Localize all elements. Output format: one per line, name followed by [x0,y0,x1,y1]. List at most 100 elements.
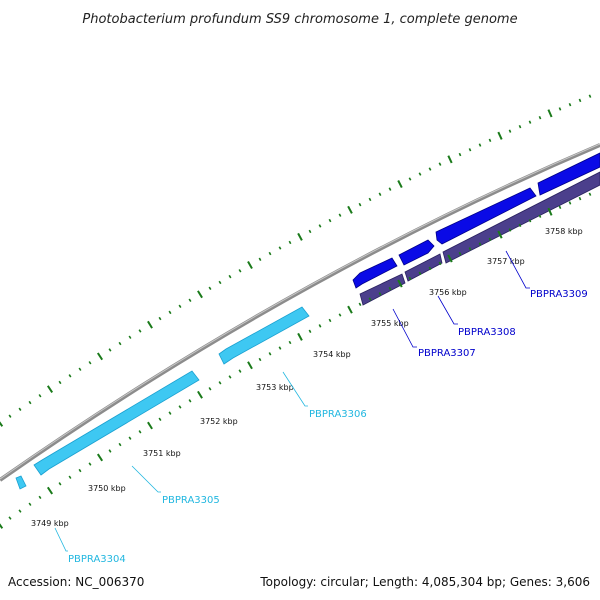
gene-label-pbpra3308[interactable]: PBPRA3308 [458,327,516,338]
minor-tick-mark [488,138,492,143]
minor-tick-mark [368,297,372,301]
minor-tick-mark [568,201,572,205]
tick-label: 3753 kbp [256,383,294,392]
minor-tick-mark [428,266,432,271]
minor-tick-mark [178,304,182,309]
major-tick-mark [96,453,104,462]
minor-tick-mark [438,162,442,166]
gene-label-pbpra3304[interactable]: PBPRA3304 [68,554,126,565]
minor-tick-mark [108,449,112,453]
minor-tick-mark [28,502,32,506]
tick-label: 3750 kbp [88,484,126,493]
leader-line-pbpra3304 [54,527,68,552]
minor-tick-mark [268,251,272,256]
reverse-gene-arrow-2[interactable] [404,253,443,282]
minor-tick-mark [418,172,422,176]
gene-label-pbpra3307[interactable]: PBPRA3307 [418,348,476,359]
minor-tick-mark [78,367,82,371]
major-tick-mark [547,109,553,118]
major-tick-mark [447,155,453,164]
tick-label: 3751 kbp [143,449,181,458]
minor-tick-mark [528,219,532,223]
major-tick-mark [247,261,253,269]
gene-arrow-pbpra3304[interactable] [15,475,27,490]
minor-tick-mark [318,324,322,328]
leader-line-pbpra3306 [282,371,308,407]
minor-tick-mark [538,214,542,218]
minor-tick-mark [58,482,62,486]
reverse-gene-arrow-3[interactable] [442,171,600,264]
minor-tick-mark [218,280,222,285]
minor-tick-mark [318,224,322,228]
gene-arrow-pbpra3307[interactable] [352,257,398,289]
major-tick-mark [347,205,353,214]
major-tick-mark [197,290,203,299]
tick-labels: 3749 kbp 3750 kbp 3751 kbp 3752 kbp 3753… [31,227,583,528]
minor-tick-mark [408,177,412,181]
minor-tick-mark [88,361,92,365]
minor-tick-mark [508,228,512,232]
minor-tick-mark [458,152,462,157]
minor-tick-mark [338,213,342,217]
minor-tick-mark [468,247,472,251]
chromosome-backbone-highlight [0,143,600,480]
genome-summary-text: Topology: circular; Length: 4,085,304 bp… [259,575,590,589]
minor-tick-mark [418,271,422,276]
leader-line-pbpra3307 [392,308,417,348]
minor-tick-mark [558,205,562,210]
major-tick-mark [247,361,253,370]
leader-line-pbpra3309 [505,250,530,289]
minor-tick-mark [38,495,42,500]
gene-label-pbpra3306[interactable]: PBPRA3306 [309,409,367,420]
major-tick-mark [147,421,153,430]
minor-tick-mark [38,394,42,398]
major-tick-mark [46,385,54,393]
major-tick-mark [497,131,503,140]
minor-tick-mark [128,436,132,440]
minor-tick-mark [358,202,362,207]
gene-label-pbpra3305[interactable]: PBPRA3305 [162,495,220,506]
tick-label: 3752 kbp [200,417,238,426]
leader-line-pbpra3305 [131,465,161,493]
major-tick-mark [0,523,4,529]
gene-arrow-pbpra3309[interactable] [435,187,537,245]
minor-tick-mark [8,414,12,418]
minor-tick-mark [578,98,582,103]
minor-tick-mark [288,340,292,345]
minor-tick-mark [588,94,592,98]
tick-label: 3749 kbp [31,519,69,528]
map-title: Photobacterium profundum SS9 chromosome … [82,12,517,27]
minor-tick-mark [118,341,122,346]
minor-tick-mark [28,400,32,405]
minor-tick-mark [168,411,172,415]
minor-tick-mark [388,286,392,291]
minor-tick-mark [228,375,232,379]
tick-label: 3758 kbp [545,227,583,236]
minor-tick-mark [368,197,372,202]
minor-tick-mark [568,102,572,107]
minor-tick-mark [358,302,362,306]
minor-tick-mark [158,316,162,321]
minor-tick-mark [18,407,22,411]
minor-tick-mark [468,148,472,152]
minor-tick-mark [188,399,192,403]
minor-tick-mark [58,380,62,385]
minor-tick-mark [238,369,242,373]
minor-tick-mark [78,468,82,473]
gene-label-pbpra3309[interactable]: PBPRA3309 [530,289,588,300]
gene-arrow-pbpra3306[interactable] [218,306,310,365]
gene-label-leaders [54,250,530,552]
minor-tick-mark [168,310,172,315]
major-tick-mark [147,320,153,329]
gene-arrow-next[interactable] [537,152,600,196]
reverse-gene-arrow-1[interactable] [359,273,406,306]
gene-arrows-purple [359,171,600,306]
minor-tick-mark [68,374,72,378]
gene-arrow-pbpra3308[interactable] [398,239,435,266]
gene-arrow-pbpra3305[interactable] [33,370,200,476]
minor-tick-mark [68,475,72,479]
minor-tick-mark [258,357,262,362]
minor-tick-mark [108,348,112,352]
minor-tick-mark [8,516,12,520]
minor-tick-mark [488,237,492,242]
